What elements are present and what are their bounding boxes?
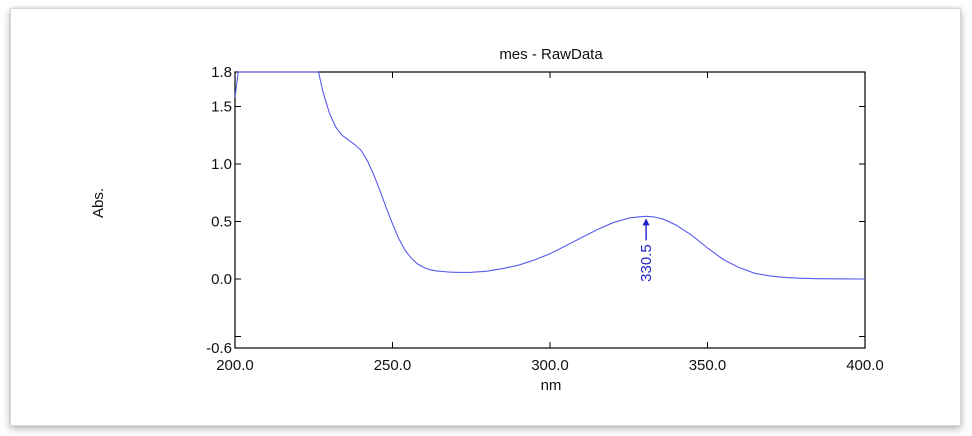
peak-label: 330.5 [638, 244, 655, 282]
peak-arrow-head [642, 218, 650, 226]
y-axis-label: Abs. [90, 188, 107, 218]
y-tick-label: 1.8 [211, 64, 232, 81]
y-tick-label: 1.5 [211, 99, 232, 116]
x-axis-label: nm [541, 377, 562, 394]
chart-title: mes - RawData [499, 46, 603, 63]
y-tick-label: 0.5 [211, 214, 232, 231]
peak-annotation: 330.5 [638, 218, 655, 282]
series-line-absorbance [234, 71, 866, 280]
y-tick-label: 0.0 [211, 271, 232, 288]
chart-frame [10, 8, 961, 426]
x-tick-label: 300.0 [531, 357, 569, 374]
x-tick-label: 200.0 [216, 357, 254, 374]
y-tick-label: 1.0 [211, 156, 232, 173]
x-tick-label: 350.0 [689, 357, 727, 374]
y-tick-label: -0.6 [206, 340, 232, 357]
x-tick-label: 400.0 [846, 357, 884, 374]
y-axis: -0.6 0.0 0.5 1.0 1.5 1.8 [206, 64, 865, 357]
x-tick-label: 250.0 [374, 357, 412, 374]
x-axis: 200.0 250.0 300.0 350.0 400.0 [216, 72, 884, 374]
